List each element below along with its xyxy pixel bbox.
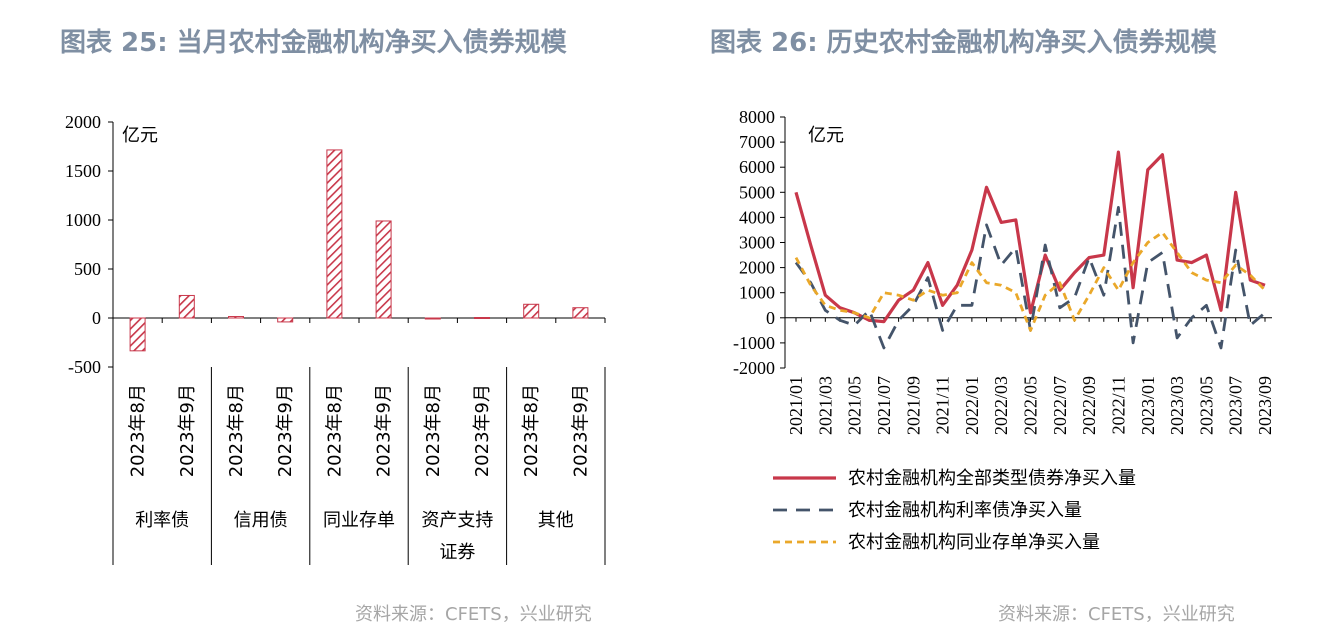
x-tick-label: 2022/11 [1108,376,1128,434]
bar [375,220,392,319]
x-tick-label: 2021/03 [815,376,835,435]
x-category-label: 2023年9月 [472,384,493,477]
group-label: 利率债 [135,510,189,531]
y-tick-label: 4000 [739,207,775,227]
y-tick-label: 1500 [65,161,101,181]
bar [474,317,490,320]
bar [326,149,343,319]
group-label: 其他 [538,510,574,531]
unit-label: 亿元 [808,125,844,146]
x-tick-label: 2023/09 [1255,376,1275,435]
legend-label: 农村金融机构全部类型债券净买入量 [848,468,1136,489]
x-category-label: 2023年8月 [128,384,149,477]
y-tick-label: -500 [68,357,101,377]
x-category-label: 2023年9月 [177,384,198,477]
line-chart: 8000 7000 6000 5000 4000 3000 2000 1000 0 -1000 -2… [733,107,1275,553]
x-tick-label: 2022/03 [991,376,1011,435]
bar [523,303,540,319]
x-tick-label: 2023/01 [1138,376,1158,435]
group-label: 信用债 [234,510,288,531]
y-tick-label: 1000 [739,283,775,303]
y-tick-label: 7000 [739,132,775,152]
x-tick-label: 2023/05 [1196,376,1216,435]
series-line [794,150,1266,324]
y-tick-label: 0 [92,308,101,328]
bar-chart: 2000 1500 1000 500 0 -500 亿元 2023年8月 2023年9月 2023… [65,112,606,565]
x-tick-label: 2022/05 [1021,376,1041,435]
bar [277,317,294,323]
x-tick-label: 2021/07 [874,376,894,435]
bar [178,294,195,319]
series-line [794,231,1267,332]
x-tick-label: 2021/11 [933,376,953,434]
x-tick-label: 2023/03 [1167,376,1187,435]
unit-label: 亿元 [122,125,158,146]
bar [228,316,244,319]
y-tick-label: 0 [766,308,775,328]
x-category-label: 2023年8月 [423,384,444,477]
x-tick-label: 2023/07 [1226,376,1246,435]
x-category-label: 2023年9月 [275,384,296,477]
y-tick-label: 2000 [65,112,101,132]
y-tick-label: 8000 [739,107,775,127]
y-tick-label: 6000 [739,157,775,177]
left-source-note: 资料来源：CFETS，兴业研究 [355,604,592,625]
bar [572,307,589,319]
x-tick-label: 2021/01 [786,376,806,435]
right-chart-title: 图表 26: 历史农村金融机构净买入债券规模 [710,28,1217,58]
bar [129,317,146,352]
y-tick-label: -1000 [733,333,775,353]
x-category-label: 2023年8月 [226,384,247,477]
x-category-label: 2023年8月 [324,384,345,477]
x-category-label: 2023年9月 [374,384,395,477]
y-tick-label: 500 [74,259,101,279]
y-tick-label: -2000 [733,358,775,378]
y-tick-label: 1000 [65,210,101,230]
legend-label: 农村金融机构利率债净买入量 [848,500,1082,521]
group-label: 同业存单 [323,510,395,531]
left-chart-title: 图表 25: 当月农村金融机构净买入债券规模 [60,28,567,58]
x-tick-label: 2022/07 [1050,376,1070,435]
legend-label: 农村金融机构同业存单净买入量 [848,532,1100,553]
x-tick-label: 2022/01 [962,376,982,435]
y-tick-label: 2000 [739,258,775,278]
group-label: 证券 [439,542,475,563]
group-label: 资产支持 [421,510,493,531]
bar [424,317,441,320]
y-tick-label: 3000 [739,233,775,253]
x-category-label: 2023年8月 [521,384,542,477]
x-category-label: 2023年9月 [570,384,591,477]
x-tick-label: 2022/09 [1079,376,1099,435]
y-tick-label: 5000 [739,182,775,202]
x-tick-label: 2021/05 [845,376,865,435]
x-tick-label: 2021/09 [903,376,923,435]
right-source-note: 资料来源：CFETS，兴业研究 [998,604,1235,625]
